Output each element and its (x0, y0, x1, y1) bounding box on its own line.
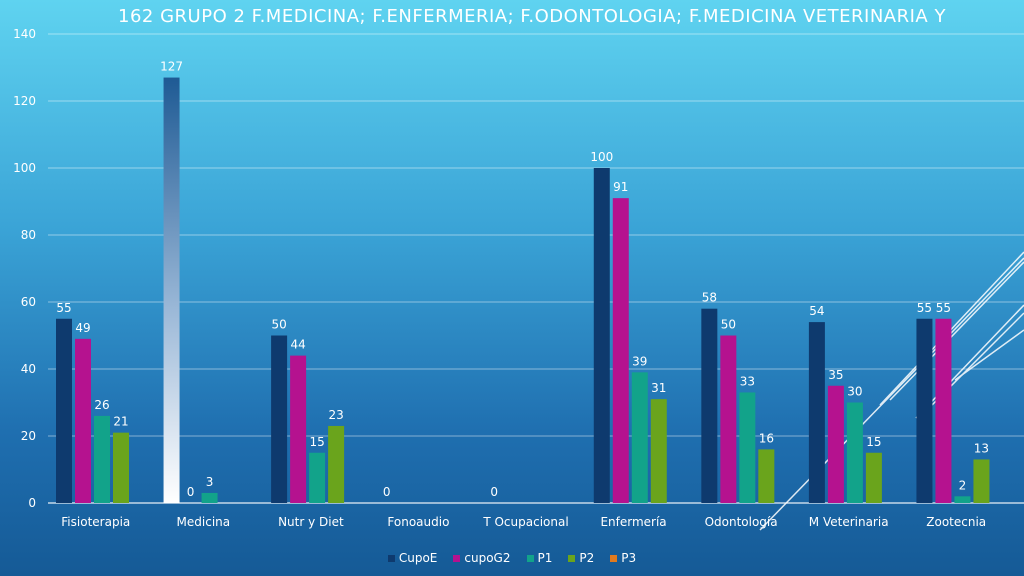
data-label: 127 (160, 60, 183, 74)
data-label: 16 (759, 431, 774, 445)
data-label: 50 (271, 318, 286, 332)
data-label: 21 (113, 415, 128, 429)
y-tick-label: 100 (13, 161, 36, 175)
data-label: 44 (290, 338, 305, 352)
x-tick-label: Nutr y Diet (278, 515, 344, 529)
bar-p1-6 (739, 392, 756, 503)
data-label: 49 (75, 321, 90, 335)
y-tick-label: 120 (13, 94, 36, 108)
legend-label: P3 (621, 551, 637, 565)
x-tick-label: Fisioterapia (61, 515, 130, 529)
data-label: 100 (590, 150, 613, 164)
x-tick-label: Enfermería (600, 515, 666, 529)
data-label: 15 (309, 435, 324, 449)
data-label: 3 (206, 475, 214, 489)
data-label: 91 (613, 180, 628, 194)
legend-label: P1 (537, 551, 553, 565)
bar-cupoe-8 (916, 318, 933, 503)
bar-cupog2-8 (935, 318, 952, 503)
data-label: 2 (959, 478, 967, 492)
bar-p1-7 (846, 402, 863, 503)
y-tick-label: 140 (13, 27, 36, 41)
legend-item: P3 (610, 548, 636, 568)
y-tick-label: 80 (21, 228, 36, 242)
bar-cupog2-0 (75, 338, 91, 503)
bar-cupoe-5 (593, 168, 610, 503)
legend-item: P2 (568, 548, 594, 568)
y-tick-label: 20 (21, 429, 36, 443)
data-label: 30 (847, 385, 862, 399)
x-tick-label: Zootecnia (926, 515, 986, 529)
bar-cupoe-6 (701, 308, 718, 503)
bar-p2-2 (328, 425, 345, 503)
y-tick-label: 60 (21, 295, 36, 309)
data-label: 15 (866, 435, 881, 449)
bar-cupoe-0 (56, 318, 72, 503)
data-label: 55 (936, 301, 951, 315)
y-tick-label: 40 (21, 362, 36, 376)
legend-swatch (526, 554, 534, 562)
data-label: 0 (383, 485, 391, 499)
legend-swatch (387, 554, 395, 562)
bar-cupoe-2 (271, 335, 288, 503)
bar-cupoe-7 (808, 322, 825, 503)
legend-swatch (610, 554, 618, 562)
data-label: 13 (974, 441, 989, 455)
legend-swatch (453, 554, 461, 562)
legend-item: CupoE (387, 548, 438, 568)
data-label: 0 (187, 485, 195, 499)
y-tick-label: 0 (28, 496, 36, 510)
chart-title: 162 GRUPO 2 F.MEDICINA; F.ENFERMERIA; F.… (118, 6, 946, 27)
bar-p1-1 (201, 492, 218, 503)
bar-cupog2-6 (720, 335, 737, 503)
data-label: 58 (702, 291, 717, 305)
bar-cupog2-5 (612, 198, 629, 503)
bar-p2-6 (758, 449, 775, 503)
legend-swatch (568, 554, 576, 562)
data-label: 35 (828, 368, 843, 382)
data-label: 26 (94, 398, 109, 412)
data-label: 23 (328, 408, 343, 422)
bar-p1-0 (94, 415, 110, 503)
data-label: 55 (56, 301, 71, 315)
bar-p2-7 (865, 452, 882, 503)
bar-cupog2-7 (827, 385, 844, 503)
x-tick-label: Fonoaudio (387, 515, 449, 529)
legend-label: CupoE (398, 551, 438, 565)
data-label: 33 (740, 374, 755, 388)
bar-p2-5 (650, 399, 667, 503)
chart-legend: CupoE cupoG2 P1 P2 P3 (0, 548, 1024, 568)
data-label: 55 (917, 301, 932, 315)
bar-p2-0 (113, 432, 129, 503)
bar-p1-8 (954, 496, 971, 503)
data-label: 50 (721, 318, 736, 332)
legend-item: P1 (526, 548, 553, 568)
bar-cupog2-2 (290, 355, 307, 503)
data-label: 54 (809, 304, 824, 318)
bar-p1-2 (309, 452, 326, 503)
data-label: 0 (490, 485, 498, 499)
x-tick-label: M Veterinaria (809, 515, 889, 529)
bar-p1-5 (631, 372, 648, 503)
legend-label: cupoG2 (464, 551, 511, 565)
x-tick-label: T Ocupacional (482, 515, 568, 529)
legend-label: P2 (579, 551, 595, 565)
x-tick-label: Medicina (177, 515, 231, 529)
legend-item: cupoG2 (453, 548, 511, 568)
bar-p2-8 (973, 459, 990, 503)
x-tick-label: Odontología (705, 515, 778, 529)
bar-cupoe-1 (163, 77, 180, 504)
data-label: 39 (632, 354, 647, 368)
data-label: 31 (651, 381, 666, 395)
